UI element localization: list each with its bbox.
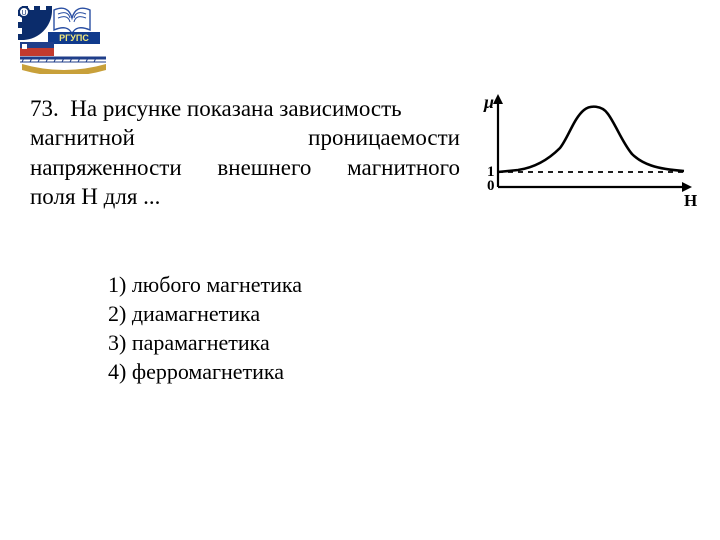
question-text: 73. На рисунке показана зависимость магн… <box>30 94 460 212</box>
logo-svg: U РГУПС <box>16 4 112 74</box>
book-icon <box>54 8 90 34</box>
logo-ribbon <box>22 64 106 74</box>
question-number: 73. <box>30 96 59 121</box>
answer-option: 3) парамагнетика <box>108 328 302 357</box>
page-root: U РГУПС <box>0 0 720 540</box>
graph-svg: μ 1 0 H <box>480 92 700 212</box>
answer-list: 1) любого магнетика 2) диамагнетика 3) п… <box>108 270 302 386</box>
y-axis-arrow <box>493 94 503 104</box>
y-axis-label: μ <box>483 92 494 112</box>
mu-curve <box>498 107 684 172</box>
x-axis-label: H <box>684 191 697 210</box>
y-tick-0: 0 <box>487 178 495 194</box>
gear-icon: U <box>18 6 52 40</box>
svg-text:U: U <box>21 10 26 17</box>
train-icon <box>20 42 106 62</box>
permeability-graph: μ 1 0 H <box>480 92 700 222</box>
institution-logo: U РГУПС <box>16 4 112 74</box>
answer-option: 2) диамагнетика <box>108 299 302 328</box>
answer-option: 1) любого магнетика <box>108 270 302 299</box>
logo-text: РГУПС <box>59 33 89 43</box>
answer-option: 4) ферромагнетика <box>108 357 302 386</box>
